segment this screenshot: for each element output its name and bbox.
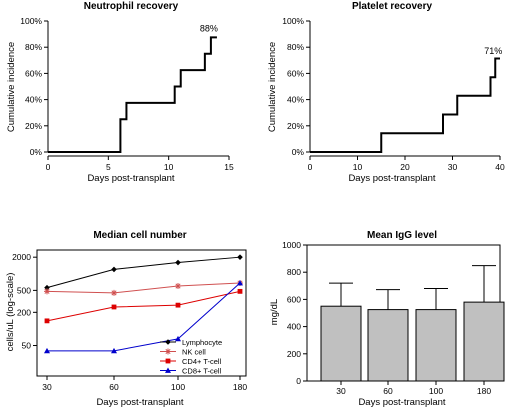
chart-title: Platelet recovery [352,1,432,12]
x-tick-label: 180 [477,386,491,396]
y-tick-label: 100% [282,16,304,26]
data-point [44,318,50,324]
value-label: 88% [200,24,218,34]
step-line [310,57,500,153]
x-axis-label: Days post-transplant [87,173,174,184]
x-tick-label: 30 [42,382,52,392]
data-point [175,283,181,290]
data-point [111,266,117,273]
y-tick-label: 200 [17,307,31,317]
legend-entry: NK cell [182,348,206,357]
y-tick-label: 800 [287,267,301,277]
chart-title: Median cell number [93,230,186,241]
legend-entry: CD4+ T-cell [182,357,222,366]
y-axis-label: cells/uL (log-scale) [5,273,16,352]
data-point [175,259,181,266]
y-tick-label: 500 [17,285,31,295]
bar [463,301,505,382]
value-label: 71% [484,46,502,56]
data-point [237,280,243,286]
median-cell-number-chart: Median cell number Days post-transplant … [5,230,247,408]
data-point [111,289,117,296]
y-tick-label: 400 [287,322,301,332]
y-tick-label: 100% [20,16,42,26]
series-line [46,282,241,294]
x-tick-label: 60 [109,382,119,392]
y-tick-label: 2000 [12,252,31,262]
x-axis-label: Days post-transplant [96,397,183,408]
y-tick-label: 0% [30,147,43,157]
y-tick-label: 20% [25,121,42,131]
series-line [46,290,241,322]
data-point [165,348,171,355]
y-tick-label: 0% [292,147,305,157]
x-tick-label: 30 [336,386,346,396]
data-point [175,302,181,308]
y-axis-label: Cumulative incidence [267,42,278,132]
data-point [237,288,243,294]
bar [415,309,457,382]
y-tick-label: 40% [287,95,304,105]
y-tick-label: 0 [296,376,301,386]
x-axis-label: Days post-transplant [348,173,435,184]
data-point [111,304,117,310]
y-tick-label: 1000 [282,240,301,250]
bar [367,309,409,382]
x-tick-label: 10 [164,162,174,172]
data-point [237,254,243,260]
y-tick-label: 80% [25,42,42,52]
data-point [44,347,50,354]
y-tick-label: 60% [287,68,304,78]
y-axis-label: mg/dL [269,299,280,325]
data-point [165,367,171,373]
mean-igg-level-chart: Mean IgG level Days post-transplant mg/d… [269,230,505,408]
y-tick-label: 40% [25,95,42,105]
y-tick-label: 50 [22,341,32,351]
x-tick-label: 60 [383,386,393,396]
x-tick-label: 180 [233,382,247,392]
bar [320,305,362,382]
x-tick-label: 5 [106,162,111,172]
data-point [165,358,171,364]
y-tick-label: 600 [287,294,301,304]
data-point [111,347,117,354]
y-tick-label: 200 [287,349,301,359]
y-axis-label: Cumulative incidence [6,42,17,132]
data-point [175,335,181,342]
data-point [44,284,50,291]
x-tick-label: 30 [448,162,458,172]
chart-title: Neutrophil recovery [84,1,179,12]
step-line [48,36,217,153]
series-line [47,282,241,352]
x-tick-label: 10 [353,162,363,172]
x-tick-label: 0 [46,162,51,172]
neutrophil-recovery-chart: Neutrophil recovery Days post-transplant… [6,1,234,184]
platelet-recovery-chart: Platelet recovery Days post-transplant C… [267,1,505,184]
x-axis-label: Days post-transplant [358,397,445,408]
y-tick-label: 80% [287,42,304,52]
x-tick-label: 15 [224,162,234,172]
legend-entry: Lymphocyte [182,338,222,347]
plot-frame [36,249,247,377]
x-tick-label: 20 [400,162,410,172]
y-tick-label: 20% [287,121,304,131]
x-tick-label: 40 [495,162,505,172]
data-point [165,339,171,345]
y-tick-label: 60% [25,68,42,78]
x-tick-label: 100 [171,382,185,392]
chart-title: Mean IgG level [367,230,437,241]
x-tick-label: 100 [429,386,443,396]
x-tick-label: 0 [308,162,313,172]
legend-entry: CD8+ T-cell [182,367,222,376]
data-point [44,288,50,295]
series-line [46,256,241,289]
